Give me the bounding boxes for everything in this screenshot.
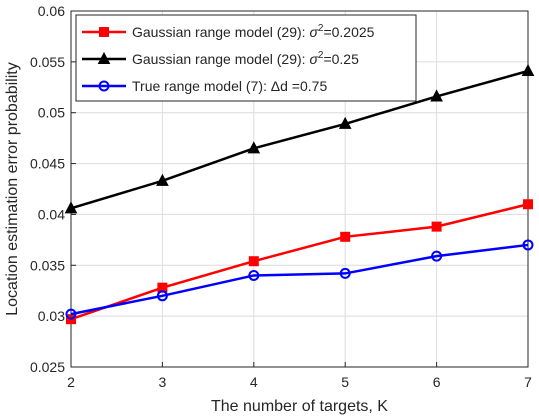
legend-item: Gaussian range model (29): σ2=0.25 <box>82 50 359 67</box>
data-point <box>338 116 352 129</box>
series-2 <box>64 63 535 214</box>
data-point <box>64 201 78 214</box>
series-1 <box>66 199 533 325</box>
data-point <box>430 89 443 102</box>
legend-item: Gaussian range model (29): σ2=0.2025 <box>82 23 375 40</box>
y-tick-label: 0.03 <box>38 308 65 324</box>
data-point <box>522 239 534 251</box>
series-line <box>70 69 529 210</box>
series-line <box>70 203 529 321</box>
legend-swatch-marker <box>98 80 110 92</box>
legend-label: Gaussian range model (29): σ2=0.2025 <box>132 23 375 40</box>
x-tick-label: 5 <box>341 374 349 390</box>
x-tick-label: 2 <box>67 374 75 390</box>
legend-item: True range model (7): Δd =0.75 <box>82 78 327 94</box>
data-point <box>523 199 533 210</box>
data-point <box>339 267 351 279</box>
y-tick-label: 0.06 <box>38 3 65 19</box>
data-point <box>248 269 260 281</box>
y-tick-label: 0.025 <box>30 359 65 375</box>
legend-label: Gaussian range model (29): σ2=0.25 <box>132 50 359 67</box>
x-tick-label: 6 <box>433 374 441 390</box>
y-axis-label: Location estimation error probability <box>4 62 21 315</box>
y-tick-label: 0.035 <box>30 257 65 273</box>
data-point <box>65 308 77 320</box>
x-tick-label: 7 <box>524 374 532 390</box>
x-tick-label: 4 <box>250 374 258 390</box>
data-point <box>340 231 351 242</box>
legend-label: True range model (7): Δd =0.75 <box>132 78 327 94</box>
series-line <box>70 243 529 316</box>
data-point <box>248 256 259 267</box>
y-tick-label: 0.045 <box>30 156 65 172</box>
x-tick-label: 3 <box>159 374 167 390</box>
data-series <box>64 63 535 325</box>
data-point <box>431 250 443 262</box>
y-tick-label: 0.055 <box>30 54 65 70</box>
legend-swatch-marker <box>99 27 109 37</box>
data-point <box>431 221 442 232</box>
data-point <box>156 173 169 186</box>
series-3 <box>65 239 534 320</box>
y-tick-label: 0.05 <box>38 105 65 121</box>
legend-box <box>75 14 417 102</box>
data-point <box>156 290 168 302</box>
legend: Gaussian range model (29): σ2=0.2025 Gaus… <box>75 14 417 102</box>
axis-ticks: 2 3 4 5 6 7 0.025 0.03 0.035 0.04 0.045 0.05 0.055 0.… <box>30 3 532 390</box>
data-point <box>521 63 535 77</box>
x-axis-label: The number of targets, K <box>211 398 388 415</box>
y-tick-label: 0.04 <box>38 206 65 222</box>
plot-area <box>70 10 529 368</box>
data-point <box>247 141 261 154</box>
legend-swatch-marker <box>97 51 111 64</box>
